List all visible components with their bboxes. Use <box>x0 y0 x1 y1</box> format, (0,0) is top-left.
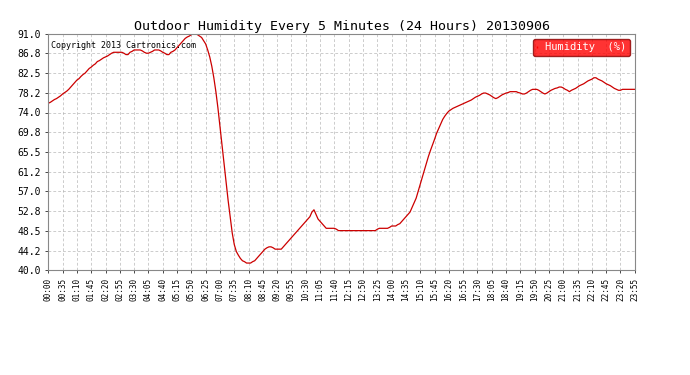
Text: Copyright 2013 Cartronics.com: Copyright 2013 Cartronics.com <box>51 41 196 50</box>
Legend: Humidity  (%): Humidity (%) <box>533 39 630 56</box>
Title: Outdoor Humidity Every 5 Minutes (24 Hours) 20130906: Outdoor Humidity Every 5 Minutes (24 Hou… <box>134 20 549 33</box>
